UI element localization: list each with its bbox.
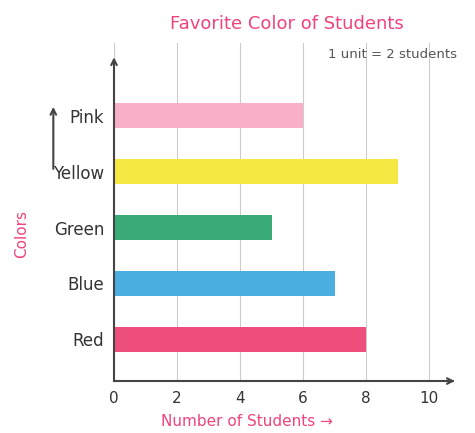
Title: Favorite Color of Students: Favorite Color of Students <box>171 16 404 33</box>
Text: Colors: Colors <box>14 210 29 258</box>
Bar <box>114 215 272 240</box>
Bar <box>114 159 398 184</box>
Text: Number of Students →: Number of Students → <box>161 414 333 429</box>
Bar <box>114 271 335 296</box>
Text: 1 unit = 2 students: 1 unit = 2 students <box>328 48 457 61</box>
Bar <box>114 326 366 352</box>
Bar <box>114 103 303 129</box>
